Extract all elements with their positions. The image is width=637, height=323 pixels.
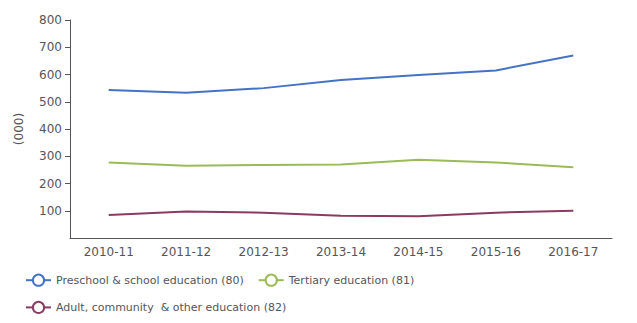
- svg-text:800: 800: [39, 13, 62, 27]
- svg-text:400: 400: [39, 122, 62, 136]
- svg-text:200: 200: [39, 177, 62, 191]
- svg-text:Adult, community & other educ: Adult, community & other education (82): [56, 301, 286, 314]
- svg-text:100: 100: [39, 204, 62, 218]
- svg-text:Tertiary education (81): Tertiary education (81): [288, 274, 414, 287]
- svg-text:600: 600: [39, 68, 62, 82]
- svg-text:300: 300: [39, 149, 62, 163]
- svg-text:2011-12: 2011-12: [161, 245, 211, 259]
- svg-text:2010-11: 2010-11: [84, 245, 134, 259]
- svg-text:2015-16: 2015-16: [471, 245, 521, 259]
- svg-text:2013-14: 2013-14: [316, 245, 366, 259]
- svg-text:Preschool & school education (: Preschool & school education (80): [56, 274, 244, 287]
- svg-text:500: 500: [39, 95, 62, 109]
- svg-text:2016-17: 2016-17: [548, 245, 598, 259]
- svg-text:700: 700: [39, 40, 62, 54]
- svg-text:2012-13: 2012-13: [239, 245, 289, 259]
- svg-text:2014-15: 2014-15: [393, 245, 443, 259]
- svg-text:(000): (000): [12, 113, 26, 145]
